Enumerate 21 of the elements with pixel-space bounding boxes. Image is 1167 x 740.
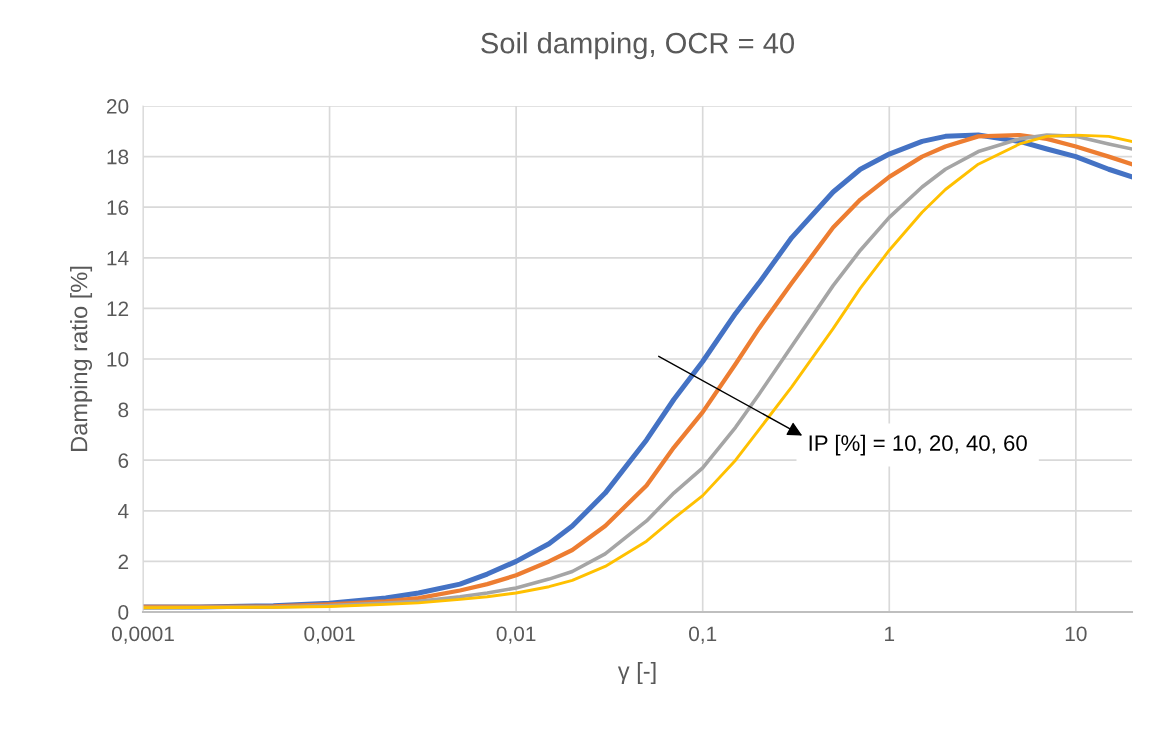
chart-title: Soil damping, OCR = 40 (481, 32, 795, 60)
x-tick-label: 1 (885, 626, 895, 641)
x-tick-label: 0,01 (496, 626, 536, 644)
y-tick-label: 2 (118, 554, 129, 569)
y-tick-label: 16 (107, 200, 129, 215)
y-tick-label: 12 (107, 301, 129, 316)
y-tick-label: 6 (118, 453, 129, 468)
y-tick-label: 18 (107, 149, 129, 165)
x-tick-label: 0,0001 (111, 626, 174, 644)
y-tick-label: 8 (118, 402, 129, 418)
y-tick-label: 0 (118, 605, 129, 620)
y-tick-label: 14 (107, 251, 129, 266)
x-tick-label: 10 (1065, 626, 1087, 642)
x-tick-label: 0,1 (689, 626, 717, 644)
annotation: IP [%] = 10, 20, 40, 60 (809, 434, 1027, 456)
x-axis-title: γ [-] (617, 661, 656, 684)
y-tick-label: 4 (118, 504, 129, 519)
y-tick-label: 10 (107, 352, 129, 367)
y-axis-title: Damping ratio [%] (70, 266, 93, 451)
y-tick-label: 20 (106, 99, 129, 114)
x-tick-label: 0,001 (304, 626, 355, 644)
